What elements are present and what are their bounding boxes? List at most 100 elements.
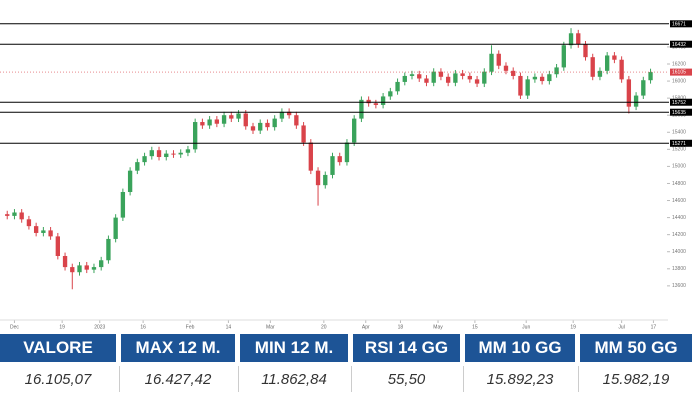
price-level-label: 15752 bbox=[672, 100, 686, 106]
candle-body bbox=[113, 217, 118, 239]
table-header: MM 10 GG bbox=[465, 334, 575, 362]
y-tick-label: 14200 bbox=[672, 232, 686, 238]
candle-body bbox=[619, 59, 624, 80]
candle-body bbox=[460, 73, 465, 76]
candle-body bbox=[214, 119, 220, 124]
candle-body bbox=[135, 162, 140, 171]
x-tick-label: Dec bbox=[10, 324, 19, 330]
column-separator bbox=[351, 366, 352, 392]
candle-body bbox=[474, 79, 480, 84]
column-separator bbox=[238, 366, 239, 392]
candle-body bbox=[438, 71, 444, 77]
price-level-label: 15635 bbox=[672, 110, 686, 116]
candle-body bbox=[229, 115, 234, 119]
candle-body bbox=[409, 74, 415, 76]
x-tick-label: Jul bbox=[618, 324, 624, 330]
y-tick-label: 15000 bbox=[672, 164, 686, 170]
candle-body bbox=[258, 122, 263, 131]
price-level-label: 15271 bbox=[672, 141, 686, 147]
table-header: VALORE bbox=[0, 334, 116, 362]
candle-body bbox=[164, 153, 169, 158]
y-tick-label: 14000 bbox=[672, 249, 686, 255]
candle-body bbox=[323, 174, 328, 186]
candle-body bbox=[294, 115, 299, 126]
price-level-box bbox=[670, 20, 692, 28]
candle-body bbox=[402, 75, 407, 82]
candle-body bbox=[120, 192, 126, 218]
candle-body bbox=[127, 170, 133, 192]
x-tick-label: Feb bbox=[186, 324, 195, 330]
x-tick-label: 19 bbox=[59, 324, 65, 330]
candle-body bbox=[200, 122, 205, 126]
candle-body bbox=[70, 267, 75, 273]
candle-body bbox=[171, 153, 176, 155]
candle-body bbox=[366, 99, 371, 104]
table-header: MIN 12 M. bbox=[240, 334, 348, 362]
candle-body bbox=[445, 76, 451, 83]
candle-body bbox=[26, 219, 32, 227]
candle-body bbox=[590, 57, 595, 77]
last-price-box bbox=[670, 68, 692, 76]
candle-body bbox=[539, 76, 545, 82]
candle-body bbox=[156, 150, 162, 158]
table-header: MAX 12 M. bbox=[121, 334, 235, 362]
x-tick-label: 20 bbox=[321, 324, 327, 330]
column-separator bbox=[463, 366, 464, 392]
candle-body bbox=[84, 265, 89, 270]
candle-body bbox=[496, 53, 501, 66]
candle-body bbox=[315, 170, 321, 186]
table-header: RSI 14 GG bbox=[353, 334, 460, 362]
candle-body bbox=[532, 76, 538, 80]
x-tick-label: 14 bbox=[226, 324, 232, 330]
candle-body bbox=[511, 70, 516, 76]
table-value: 16.105,07 bbox=[24, 370, 92, 388]
x-tick-label: Apr bbox=[362, 324, 370, 330]
y-tick-label: 13800 bbox=[672, 266, 686, 272]
candle-body bbox=[77, 265, 82, 273]
candle-body bbox=[373, 103, 379, 105]
candle-body bbox=[337, 156, 342, 163]
candle-body bbox=[633, 95, 639, 107]
candle-body bbox=[330, 156, 335, 175]
x-tick-label: 19 bbox=[570, 324, 576, 330]
table-value: 15.892,23 bbox=[486, 370, 554, 388]
candle-body bbox=[236, 113, 241, 119]
candle-body bbox=[62, 256, 68, 268]
column-separator bbox=[578, 366, 579, 392]
table-value: 55,50 bbox=[387, 370, 426, 388]
candle-body bbox=[192, 122, 198, 150]
candle-body bbox=[5, 214, 10, 216]
candle-body bbox=[243, 113, 248, 127]
candle-body bbox=[33, 226, 39, 233]
candle-body bbox=[388, 91, 393, 97]
candle-body bbox=[453, 73, 458, 83]
candle-body bbox=[308, 142, 313, 171]
x-tick-label: 17 bbox=[651, 324, 657, 330]
candle-body bbox=[48, 230, 53, 237]
y-tick-label: 15400 bbox=[672, 130, 686, 136]
candle-body bbox=[489, 53, 494, 72]
candle-body bbox=[221, 115, 227, 124]
y-tick-label: 14600 bbox=[672, 198, 686, 204]
price-level-box bbox=[670, 139, 692, 147]
price-level-box bbox=[670, 40, 692, 48]
candle-body bbox=[344, 142, 350, 163]
y-tick-label: 14800 bbox=[672, 181, 686, 187]
candle-body bbox=[648, 72, 653, 81]
candle-body bbox=[178, 152, 183, 155]
candle-body bbox=[597, 70, 603, 77]
y-tick-label: 15200 bbox=[672, 147, 686, 153]
candle-body bbox=[279, 111, 285, 119]
x-tick-label: May bbox=[433, 324, 443, 330]
candle-body bbox=[576, 33, 581, 45]
candle-body bbox=[301, 125, 306, 143]
candle-body bbox=[359, 99, 364, 119]
candle-body bbox=[99, 260, 104, 268]
candle-body bbox=[106, 238, 111, 261]
candle-body bbox=[185, 149, 191, 153]
x-tick-label: 18 bbox=[398, 324, 404, 330]
candle-body bbox=[380, 96, 386, 105]
x-tick-label: 15 bbox=[472, 324, 478, 330]
table-value: 15.982,19 bbox=[602, 370, 670, 388]
